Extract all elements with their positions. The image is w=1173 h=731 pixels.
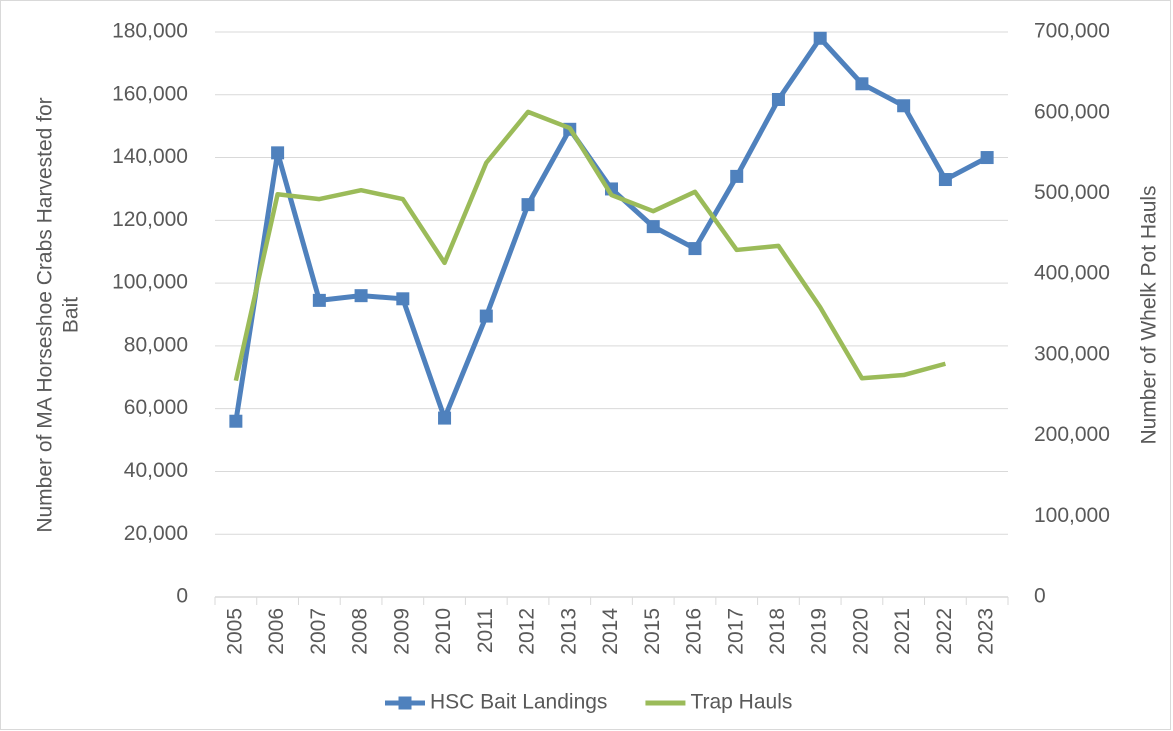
y2-tick-label: 600,000 — [1034, 100, 1110, 123]
y-tick-label: 20,000 — [124, 522, 188, 545]
data-point — [646, 220, 660, 234]
x-tick-label: 2016 — [683, 608, 706, 655]
y-tick-label: 60,000 — [124, 396, 188, 419]
data-point — [479, 309, 493, 323]
y2-axis-label: Number of Whelk Pot Hauls — [1138, 185, 1161, 444]
data-point — [354, 289, 368, 303]
legend-marker — [398, 696, 412, 710]
data-point — [438, 411, 452, 425]
data-point — [229, 414, 243, 428]
x-tick-label: 2010 — [432, 608, 455, 655]
y2-tick-label: 300,000 — [1034, 342, 1110, 365]
y-tick-label: 40,000 — [124, 459, 188, 482]
y2-tick-label: 700,000 — [1034, 20, 1110, 43]
y-axis-label: Bait — [60, 297, 83, 333]
y2-tick-label: 0 — [1034, 585, 1046, 608]
legend-label: Trap Hauls — [690, 691, 792, 714]
data-point — [521, 198, 535, 212]
x-tick-label: 2011 — [474, 608, 497, 653]
x-tick-label: 2018 — [766, 608, 789, 655]
y2-tick-label: 400,000 — [1034, 262, 1110, 285]
x-tick-label: 2017 — [724, 608, 747, 655]
x-tick-label: 2005 — [223, 608, 246, 655]
x-tick-label: 2023 — [975, 608, 998, 655]
series-line — [233, 109, 946, 382]
x-tick-label: 2015 — [641, 608, 664, 655]
x-tick-label: 2009 — [390, 608, 413, 655]
data-point — [855, 77, 869, 91]
data-point — [730, 169, 744, 183]
x-tick-label: 2021 — [891, 608, 914, 655]
y-tick-label: 160,000 — [112, 82, 188, 105]
data-point — [771, 92, 785, 106]
y-tick-label: 0 — [176, 585, 188, 608]
x-tick-label: 2019 — [808, 608, 831, 655]
x-tick-label: 2012 — [516, 608, 539, 655]
data-point — [312, 293, 326, 307]
y-tick-label: 100,000 — [112, 271, 188, 294]
x-tick-label: 2013 — [557, 608, 580, 655]
x-tick-label: 2006 — [265, 608, 288, 655]
x-tick-label: 2014 — [599, 608, 622, 655]
x-tick-label: 2020 — [849, 608, 872, 655]
y2-tick-label: 100,000 — [1034, 504, 1110, 527]
y-tick-label: 140,000 — [112, 145, 188, 168]
y2-tick-label: 500,000 — [1034, 181, 1110, 204]
x-tick-label: 2007 — [307, 608, 330, 655]
data-point — [897, 99, 911, 113]
x-tick-label: 2022 — [933, 608, 956, 655]
data-point — [938, 173, 952, 187]
data-point — [688, 242, 702, 256]
data-point — [271, 146, 285, 160]
data-point — [813, 31, 827, 45]
y-tick-label: 80,000 — [124, 333, 188, 356]
data-point — [396, 292, 410, 306]
legend-label: HSC Bait Landings — [430, 691, 607, 714]
y-tick-label: 120,000 — [112, 208, 188, 231]
y-axis-label: Number of MA Horseshoe Crabs Harvested f… — [34, 97, 57, 532]
y-tick-label: 180,000 — [112, 20, 188, 43]
data-point — [980, 151, 994, 165]
x-tick-label: 2008 — [349, 608, 372, 655]
y2-tick-label: 200,000 — [1034, 423, 1110, 446]
